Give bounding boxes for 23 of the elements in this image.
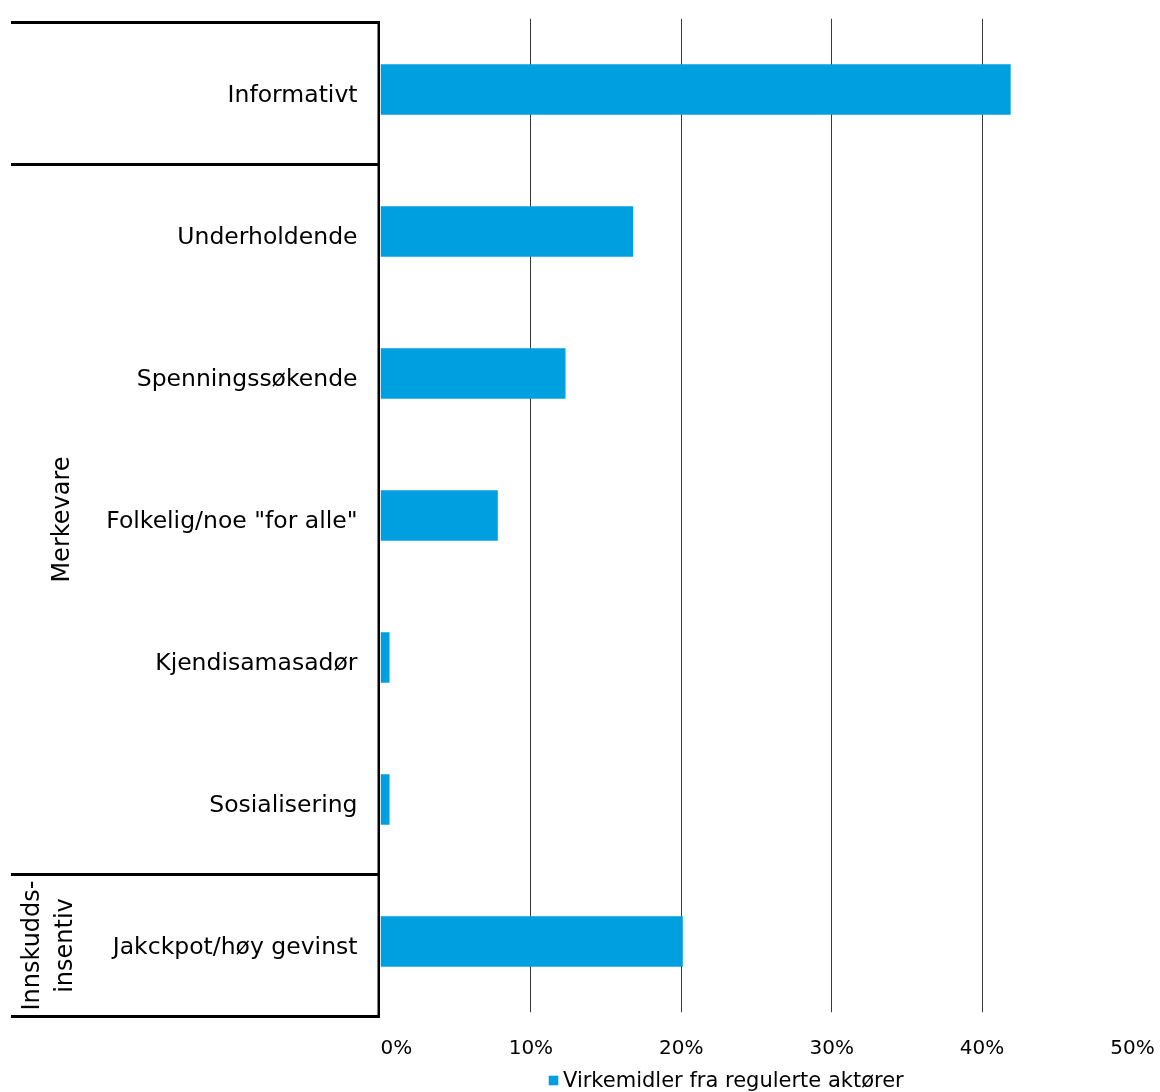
x-tick-label: 50% <box>1110 1034 1155 1059</box>
y-tick-label: Informativt <box>227 79 358 108</box>
y-tick-label: Underholdende <box>177 221 358 250</box>
bar <box>380 632 390 683</box>
x-tick-label: 20% <box>659 1034 704 1059</box>
bar <box>380 64 1011 115</box>
x-tick-label: 0% <box>380 1034 413 1059</box>
y-tick-label: Jakckpot/høy gevinst <box>110 931 358 960</box>
legend-label: Virkemidler fra regulerte aktører <box>563 1068 904 1092</box>
bar <box>380 348 566 399</box>
x-tick-label: 40% <box>959 1034 1005 1059</box>
y-tick-label: Folkelig/noe "for alle" <box>106 505 358 534</box>
y-tick-label: Spenningssøkende <box>136 363 358 392</box>
x-tick-label: 10% <box>508 1034 554 1059</box>
text: Innskudds- insentiv <box>16 880 79 1011</box>
bar <box>380 916 683 967</box>
y-tick-label: Kjendisamasadør <box>155 647 358 676</box>
bar <box>380 206 634 257</box>
bar <box>380 774 390 825</box>
bar <box>380 490 498 541</box>
text: Merkevare <box>46 456 75 583</box>
y-tick-label: Sosialisering <box>209 789 358 818</box>
x-tick-label: 30% <box>809 1034 854 1059</box>
